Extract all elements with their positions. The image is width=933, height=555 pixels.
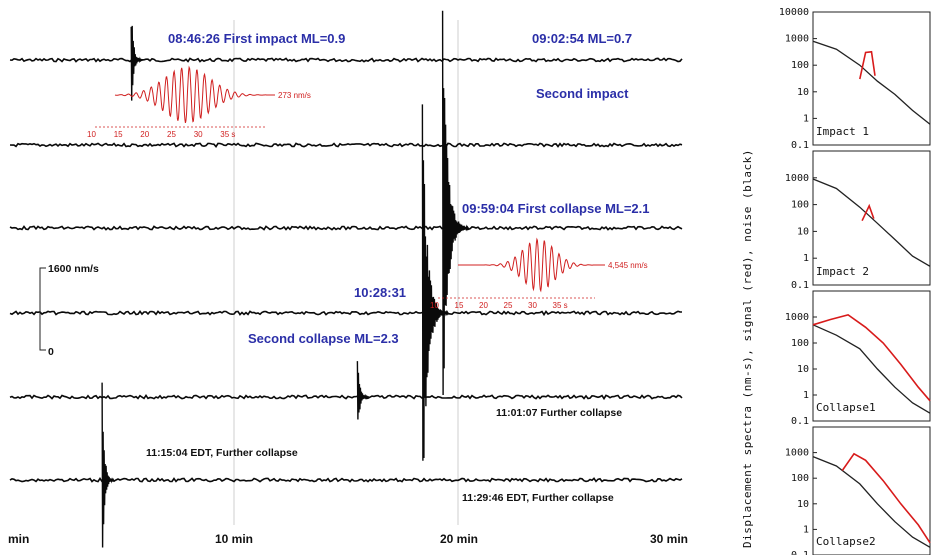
trace-label-first-impact: 08:46:26 First impact ML=0.9 <box>168 31 345 46</box>
spectra-ytick-1-1: 1000 <box>785 34 809 45</box>
spectra-frame-1 <box>812 11 931 146</box>
trace-label-1101: 11:01:07 Further collapse <box>496 407 622 419</box>
trace-5 <box>9 393 683 401</box>
spectra-y-axis-label: Displacement spectra (nm-s), signal (red… <box>741 149 754 548</box>
noise-spectrum-4 <box>812 455 931 548</box>
scale-bar-top-label: 1600 nm/s <box>48 263 99 275</box>
time-gridlines <box>233 20 459 525</box>
inset-peak-label-collapse: 4,545 nm/s <box>608 261 648 270</box>
inset-peak-label-impact: 273 nm/s <box>278 91 311 100</box>
spectra-ytick-1-5: 0.1 <box>791 140 809 151</box>
trace-3 <box>9 225 683 231</box>
signal-spectrum-3 <box>812 314 931 402</box>
spectra-subplot-4: 1000 100 10 1 0.1 Collapse2 <box>785 426 931 555</box>
spectra-panel-name-3: Collapse1 <box>816 401 876 414</box>
x-tick-10: 10 min <box>215 532 253 546</box>
inset-tick-impact-2: 20 <box>140 130 149 139</box>
x-tick-0: min <box>8 532 29 546</box>
trace-label-first-collapse: 09:59:04 First collapse ML=2.1 <box>462 201 650 216</box>
noise-spectrum-3 <box>812 324 931 414</box>
spectra-frame-3 <box>812 290 931 422</box>
spectra-ytick-3-1: 1000 <box>785 312 809 323</box>
inset-tick-impact-1: 15 <box>114 130 123 139</box>
spectra-panel-name-1: Impact 1 <box>816 125 869 138</box>
spectra-ytick-1-0: 10000 <box>779 7 809 18</box>
trace-label-1028: 10:28:31 <box>354 285 406 300</box>
event-burst-trace-3-1 <box>441 10 470 396</box>
spectra-ytick-3-2: 100 <box>791 338 809 349</box>
spectra-ytick-1-3: 10 <box>797 87 809 98</box>
inset-tick-collapse-1: 15 <box>455 301 464 310</box>
spectra-ytick-4-4: 1 <box>803 524 809 535</box>
event-burst-trace-5-1 <box>356 361 370 420</box>
inset-tick-impact-3: 25 <box>167 130 176 139</box>
spectra-ytick-3-5: 0.1 <box>791 416 809 427</box>
seismic-events <box>101 10 470 548</box>
spectra-ytick-3-4: 1 <box>803 390 809 401</box>
trace-label-0254: 09:02:54 ML=0.7 <box>532 31 632 46</box>
event-burst-trace-6-1 <box>101 382 115 548</box>
signal-spectrum-4 <box>841 452 931 544</box>
x-tick-20: 20 min <box>440 532 478 546</box>
inset-tick-collapse-0: 10 <box>430 301 439 310</box>
inset-tick-impact-4: 30 <box>194 130 203 139</box>
spectra-panel-name-4: Collapse2 <box>816 535 876 548</box>
event-burst-trace-4-1 <box>421 104 450 461</box>
spectra-ytick-2-1: 1000 <box>785 173 809 184</box>
spectra-panel-name-2: Impact 2 <box>816 265 869 278</box>
noise-spectrum-2 <box>812 178 931 267</box>
spectra-ytick-3-3: 10 <box>797 364 809 375</box>
noise-spectrum-1 <box>812 40 931 125</box>
spectra-subplot-1: 10000 1000 100 10 1 0.1 Impact 1 <box>779 7 931 151</box>
seismic-traces <box>9 57 683 483</box>
spectra-frame-4 <box>812 426 931 555</box>
trace-label-1129: 11:29:46 EDT, Further collapse <box>462 492 614 504</box>
spectra-ytick-4-5: 0.1 <box>791 550 809 555</box>
spectra-subplot-2: 1000 100 10 1 0.1 Impact 2 <box>785 150 931 291</box>
spectra-ytick-4-2: 100 <box>791 473 809 484</box>
signal-spectrum-1 <box>859 50 876 80</box>
trace-1 <box>9 57 683 63</box>
spectra-subplots: 10000 1000 100 10 1 0.1 Impact 1 1000 100 10 1 0.1 I… <box>779 7 931 555</box>
inset-tick-collapse-4: 30 <box>528 301 537 310</box>
inset-tick-collapse-5: 35 s <box>553 301 568 310</box>
trace-label-second-impact: Second impact <box>536 86 629 101</box>
spectra-ytick-4-1: 1000 <box>785 448 809 459</box>
spectra-subplot-3: 1000 100 10 1 0.1 Collapse1 <box>785 290 931 427</box>
inset-tick-collapse-3: 25 <box>504 301 513 310</box>
inset-waveform-impact <box>114 65 275 124</box>
trace-2 <box>9 142 683 148</box>
trace-label-second-collapse: Second collapse ML=2.3 <box>248 331 399 346</box>
spectra-ytick-4-3: 10 <box>797 499 809 510</box>
waveform-insets: 10 15 20 25 30 35 s 273 nm/s 10 15 20 25 30 35 s 4,54… <box>87 65 648 310</box>
trace-6 <box>9 477 683 483</box>
inset-tick-impact-5: 35 s <box>220 130 235 139</box>
spectra-ytick-1-2: 100 <box>791 60 809 71</box>
spectra-ytick-2-3: 10 <box>797 226 809 237</box>
inset-tick-collapse-2: 20 <box>479 301 488 310</box>
spectra-ytick-2-5: 0.1 <box>791 280 809 291</box>
inset-waveform-collapse <box>458 237 605 293</box>
event-burst-trace-1-1 <box>130 25 144 101</box>
x-tick-30: 30 min <box>650 532 688 546</box>
spectra-ytick-2-4: 1 <box>803 253 809 264</box>
spectra-panel: Displacement spectra (nm-s), signal (red… <box>741 7 931 555</box>
spectra-frame-2 <box>812 150 931 286</box>
seismogram-panel: 10 15 20 25 30 35 s 273 nm/s 10 15 20 25 30 35 s 4,54… <box>8 10 688 548</box>
spectra-ytick-2-2: 100 <box>791 200 809 211</box>
inset-tick-impact-0: 10 <box>87 130 96 139</box>
trace-4 <box>9 310 683 317</box>
scale-bar-bottom-label: 0 <box>48 346 54 358</box>
trace-label-1115: 11:15:04 EDT, Further collapse <box>146 447 298 459</box>
signal-spectrum-2 <box>861 203 875 222</box>
scale-bar: 1600 nm/s 0 <box>39 263 99 358</box>
spectra-ytick-1-4: 1 <box>803 113 809 124</box>
